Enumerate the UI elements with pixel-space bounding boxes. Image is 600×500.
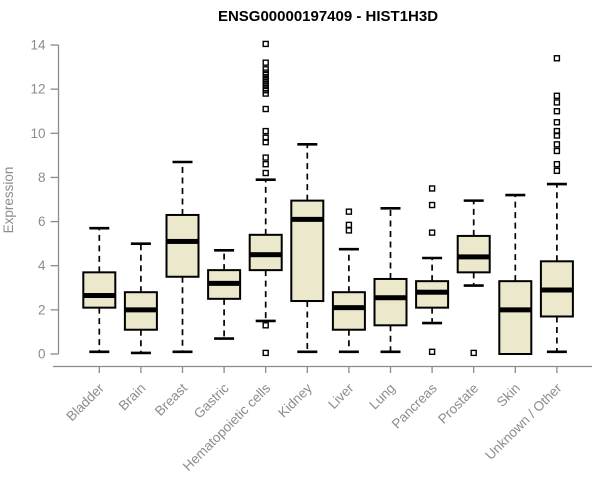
box-lung: [373, 277, 408, 327]
outlier-point: [262, 66, 269, 73]
y-tick-label: 8: [38, 170, 46, 185]
y-tick-label: 2: [38, 302, 46, 317]
median-line: [374, 295, 407, 301]
outlier-point: [428, 229, 436, 236]
outlier-point: [262, 105, 269, 113]
median-line: [208, 280, 241, 286]
outlier-point: [262, 90, 269, 97]
outlier-point: [345, 221, 353, 229]
outlier-point: [553, 141, 561, 148]
outlier-point: [470, 349, 477, 357]
x-tick-label: Unknown / Other: [482, 380, 565, 463]
outlier-point: [428, 201, 436, 209]
y-tick-label: 12: [30, 82, 45, 97]
median-line: [83, 293, 116, 299]
box-liver: [331, 291, 366, 331]
chart-title: ENSG00000197409 - HIST1H3D: [218, 8, 438, 25]
y-tick-label: 10: [30, 126, 45, 141]
outlier-point: [262, 87, 269, 94]
outlier-point: [262, 127, 269, 135]
outlier-point: [345, 227, 353, 234]
outlier-point: [553, 132, 561, 139]
outlier-point: [262, 59, 269, 66]
median-line: [416, 289, 449, 295]
outlier-point: [553, 55, 561, 62]
median-line: [291, 216, 324, 222]
x-tick-label: Prostate: [435, 381, 481, 427]
median-line: [249, 252, 282, 258]
x-tick-label: Skin: [494, 381, 523, 410]
x-tick-label: Bladder: [63, 380, 107, 424]
outlier-point: [553, 92, 561, 99]
x-tick-label: Kidney: [275, 380, 315, 420]
x-tick-label: Pancreas: [389, 380, 440, 431]
outlier-point: [262, 160, 269, 168]
median-line: [124, 307, 157, 313]
outlier-point: [345, 208, 353, 215]
y-tick-label: 4: [38, 258, 46, 273]
x-tick-label: Breast: [152, 380, 190, 418]
outlier-point: [262, 349, 269, 357]
median-line: [457, 254, 490, 260]
outlier-point: [262, 322, 269, 329]
outlier-point: [553, 147, 561, 155]
outlier-point: [262, 40, 269, 48]
outlier-point: [428, 348, 436, 355]
box-bladder: [82, 271, 117, 309]
y-tick-label: 6: [38, 214, 46, 229]
box-skin: [498, 280, 533, 356]
outlier-point: [262, 169, 269, 177]
box-breast: [165, 213, 200, 278]
box-prostate: [456, 234, 491, 274]
outlier-point: [428, 185, 436, 192]
outlier-point: [262, 154, 269, 161]
outlier-point: [553, 108, 561, 115]
x-tick-label: Brain: [116, 381, 149, 414]
outlier-point: [553, 167, 561, 175]
y-tick-label: 0: [38, 347, 46, 362]
y-tick-label: 14: [30, 38, 46, 53]
outlier-point: [553, 160, 561, 168]
x-tick-label: Liver: [325, 380, 357, 412]
x-tick-label: Lung: [366, 381, 398, 413]
median-line: [332, 305, 365, 311]
y-axis-label: Expression: [1, 167, 16, 234]
x-tick-label: Gastric: [191, 380, 232, 421]
box-kidney: [290, 199, 325, 303]
outlier-point: [553, 99, 561, 106]
median-line: [540, 287, 573, 293]
outlier-point: [262, 138, 269, 146]
median-line: [166, 238, 199, 244]
outlier-point: [553, 119, 561, 126]
median-line: [499, 307, 532, 313]
